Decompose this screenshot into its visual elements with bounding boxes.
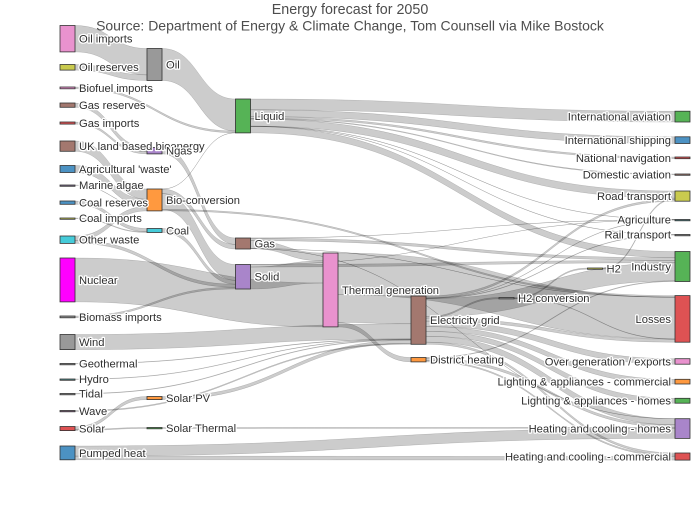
- svg-text:Gas reserves: Gas reserves: [79, 100, 146, 112]
- svg-text:Energy forecast for 2050: Energy forecast for 2050: [272, 2, 429, 18]
- svg-text:Oil imports: Oil imports: [79, 34, 133, 46]
- svg-text:Biofuel imports: Biofuel imports: [79, 83, 153, 95]
- svg-text:Coal reserves: Coal reserves: [79, 198, 148, 210]
- svg-text:Road transport: Road transport: [597, 191, 672, 203]
- svg-text:Pumped heat: Pumped heat: [79, 448, 146, 460]
- svg-text:Solar PV: Solar PV: [166, 393, 211, 405]
- svg-text:District heating: District heating: [430, 355, 504, 367]
- svg-text:Bio-conversion: Bio-conversion: [166, 195, 240, 207]
- svg-text:Thermal generation: Thermal generation: [342, 285, 439, 297]
- svg-text:Lighting & appliances - homes: Lighting & appliances - homes: [521, 396, 671, 408]
- svg-text:Wind: Wind: [79, 337, 105, 349]
- svg-text:Coal imports: Coal imports: [79, 213, 142, 225]
- svg-text:Agricultural 'waste': Agricultural 'waste': [79, 164, 172, 176]
- svg-text:H2 conversion: H2 conversion: [518, 293, 590, 305]
- svg-text:Heating and cooling - homes: Heating and cooling - homes: [529, 424, 672, 436]
- svg-text:Industry: Industry: [631, 261, 671, 273]
- svg-text:UK land based bioenergy: UK land based bioenergy: [79, 141, 205, 153]
- svg-text:Biomass imports: Biomass imports: [79, 312, 162, 324]
- svg-text:Tidal: Tidal: [79, 389, 103, 401]
- svg-text:Gas imports: Gas imports: [79, 118, 140, 130]
- svg-text:Coal: Coal: [166, 225, 189, 237]
- svg-text:Losses: Losses: [636, 314, 672, 326]
- svg-text:Ngas: Ngas: [166, 146, 193, 158]
- svg-text:Domestic aviation: Domestic aviation: [583, 169, 671, 181]
- svg-text:Rail transport: Rail transport: [604, 230, 671, 242]
- svg-text:Liquid: Liquid: [255, 111, 285, 123]
- svg-text:Oil reserves: Oil reserves: [79, 62, 139, 74]
- svg-text:Solar Thermal: Solar Thermal: [166, 423, 236, 435]
- svg-text:National navigation: National navigation: [576, 153, 671, 165]
- svg-text:Heating and cooling - commerci: Heating and cooling - commercial: [505, 451, 671, 463]
- svg-text:Oil: Oil: [166, 59, 180, 71]
- svg-text:H2: H2: [607, 263, 621, 275]
- svg-text:Nuclear: Nuclear: [79, 275, 118, 287]
- svg-text:Other waste: Other waste: [79, 235, 139, 247]
- svg-text:International shipping: International shipping: [565, 135, 671, 147]
- svg-text:Lighting & appliances - commer: Lighting & appliances - commercial: [498, 377, 672, 389]
- svg-text:Solar: Solar: [79, 424, 105, 436]
- svg-text:Wave: Wave: [79, 406, 107, 418]
- svg-text:Over generation / exports: Over generation / exports: [545, 356, 672, 368]
- svg-text:Geothermal: Geothermal: [79, 359, 137, 371]
- svg-text:Agriculture: Agriculture: [618, 215, 671, 227]
- svg-text:Gas: Gas: [255, 238, 276, 250]
- svg-text:Source: Department of Energy &: Source: Department of Energy & Climate C…: [96, 18, 605, 34]
- svg-text:International aviation: International aviation: [568, 112, 671, 124]
- svg-text:Hydro: Hydro: [79, 374, 109, 386]
- svg-text:Marine algae: Marine algae: [79, 180, 144, 192]
- svg-text:Solid: Solid: [255, 272, 280, 284]
- svg-text:Electricity grid: Electricity grid: [430, 315, 500, 327]
